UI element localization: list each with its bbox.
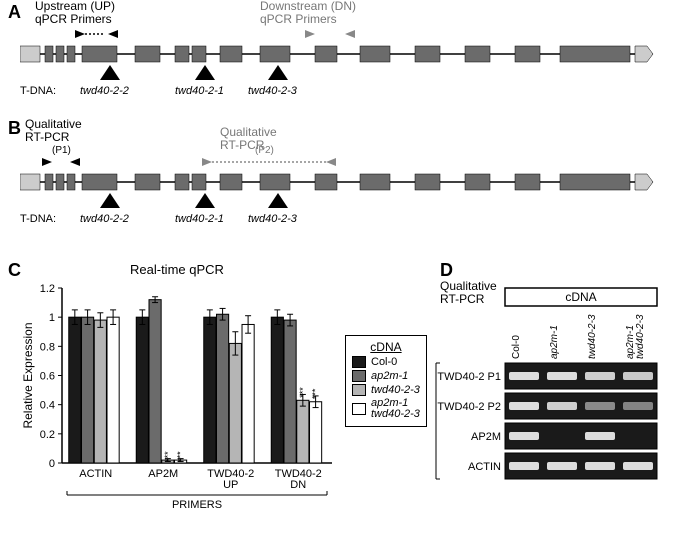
legend-item: ap2m-1: [352, 370, 420, 382]
tdna-insertion-label: twd40-2-1: [175, 85, 224, 97]
svg-text:0: 0: [49, 458, 55, 470]
svg-text:ap2m-1: ap2m-1: [549, 325, 560, 359]
svg-text:PRIMERS: PRIMERS: [430, 400, 433, 446]
legend-label: ap2m-1: [371, 371, 408, 382]
legend-title: cDNA: [352, 340, 420, 354]
tdna-label-a: T-DNA:: [20, 85, 56, 97]
legend-label: Col-0: [371, 357, 397, 368]
svg-text:1.2: 1.2: [40, 283, 55, 295]
legend-item: twd40-2-3: [352, 384, 420, 396]
svg-text:UP: UP: [223, 479, 238, 491]
tdna-insertion-label: twd40-2-1: [175, 213, 224, 225]
legend-label: ap2m-1 twd40-2-3: [371, 398, 420, 420]
tdna-insertion-label: twd40-2-3: [248, 213, 297, 225]
svg-text:0.6: 0.6: [40, 371, 55, 383]
panel-a-label: A: [8, 2, 21, 23]
upstream-primers-label: Upstream (UP) qPCR Primers: [35, 0, 115, 26]
tdna-insertion-label: twd40-2-2: [80, 213, 129, 225]
svg-text:ACTIN: ACTIN: [468, 461, 501, 473]
svg-text:Relative Expression: Relative Expression: [21, 322, 35, 428]
svg-text:***: ***: [163, 451, 173, 462]
legend-label: twd40-2-3: [371, 385, 420, 396]
svg-text:AP2M: AP2M: [471, 431, 501, 443]
svg-text:Col-0: Col-0: [511, 335, 522, 359]
svg-text:cDNA: cDNA: [565, 290, 596, 304]
legend-swatch: [352, 370, 366, 382]
legend-swatch: [352, 384, 366, 396]
svg-text:0.2: 0.2: [40, 429, 55, 441]
tdna-insertion-label: twd40-2-2: [80, 85, 129, 97]
tdna-label-b: T-DNA:: [20, 213, 56, 225]
legend-swatch: [352, 403, 366, 415]
svg-text:twd40-2-3: twd40-2-3: [587, 314, 598, 359]
svg-text:ACTIN: ACTIN: [79, 468, 112, 480]
svg-text:twd40-2-3: twd40-2-3: [635, 314, 646, 359]
p2-label: (P2): [255, 145, 274, 156]
qpcr-chart: 0 0.2 0.4 0.6 0.8 1 1.2 Relative Expression ACTI…: [20, 278, 365, 528]
svg-text:PRIMERS: PRIMERS: [172, 499, 222, 511]
svg-text:***: ***: [176, 451, 186, 462]
tdna-insertion-label: twd40-2-3: [248, 85, 297, 97]
svg-text:0.8: 0.8: [40, 341, 55, 353]
qualitative-label-1: Qualitative RT-PCR: [25, 118, 82, 144]
gel-image: cDNACol-0ap2m-1twd40-2-3ap2m-1twd40-2-3T…: [430, 278, 675, 528]
svg-text:AP2M: AP2M: [148, 468, 178, 480]
svg-text:DN: DN: [290, 479, 306, 491]
legend-item: ap2m-1 twd40-2-3: [352, 398, 420, 420]
legend-swatch: [352, 356, 366, 368]
chart-title: Real-time qPCR: [130, 262, 224, 277]
svg-text:TWD40-2 P1: TWD40-2 P1: [437, 371, 501, 383]
svg-text:TWD40-2 P2: TWD40-2 P2: [437, 401, 501, 413]
legend-item: Col-0: [352, 356, 420, 368]
svg-text:***: ***: [298, 387, 308, 398]
svg-text:0.4: 0.4: [40, 400, 55, 412]
svg-text:1: 1: [49, 312, 55, 324]
legend-box: cDNA Col-0 ap2m-1 twd40-2-3 ap2m-1 twd40-2-…: [345, 335, 427, 427]
downstream-primers-label: Downstream (DN) qPCR Primers: [260, 0, 356, 26]
p1-label: (P1): [52, 145, 71, 156]
svg-text:***: ***: [311, 388, 321, 399]
panel-b-label: B: [8, 118, 21, 139]
